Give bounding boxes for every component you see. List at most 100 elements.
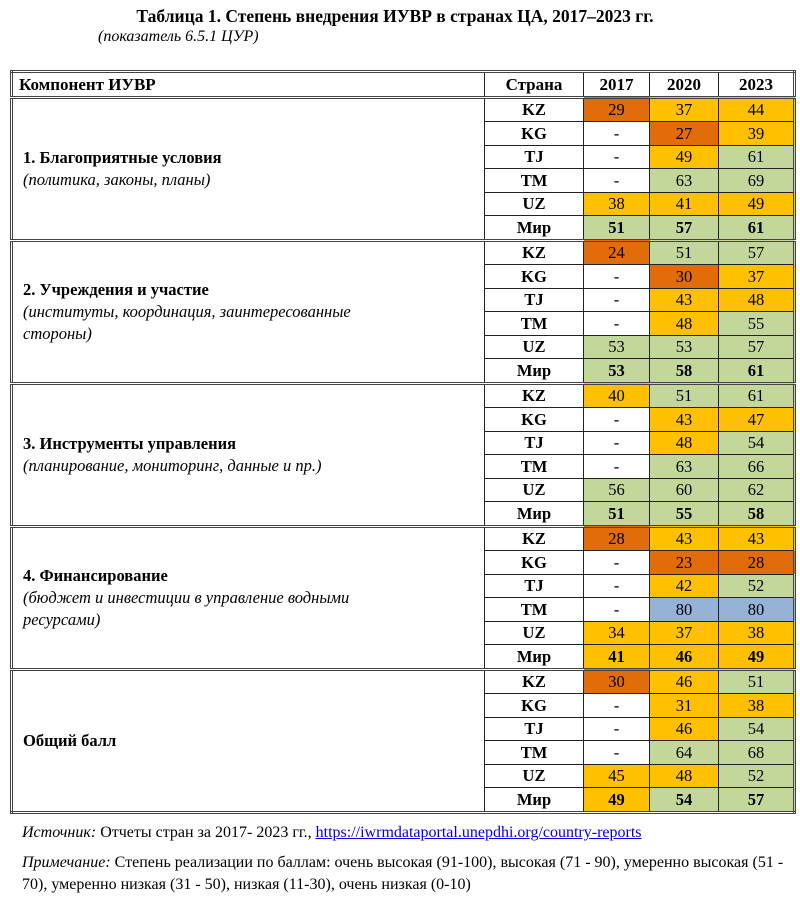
component-name: 4. Финансирование — [23, 565, 168, 585]
table-row: TJ -46 54 — [12, 716, 795, 741]
table-row: 1. Благоприятные условия (политика, закон… — [11, 95, 795, 241]
score-cell-2017: 24 — [583, 238, 650, 265]
note: Примечание: Степень реализации по баллам… — [22, 852, 792, 896]
component-name: 2. Учреждения и участие — [23, 279, 209, 299]
country-cell: KZ — [484, 524, 584, 551]
score-cell-2020: 46 — [649, 644, 719, 670]
score-cell-2017: 29 — [583, 95, 650, 122]
table-row: TJ -42 52 — [12, 573, 795, 598]
country-cell: TM — [484, 597, 584, 622]
country-cell: TJ — [484, 144, 584, 169]
score-cell-2023: 54 — [718, 716, 795, 741]
component-cell: 4. Финансирование (бюджет и инвестиции в … — [11, 524, 485, 670]
country-cell: TM — [484, 740, 584, 765]
score-cell-2020: 55 — [649, 501, 719, 527]
score-cell-2017: - — [583, 716, 650, 741]
table-row: UZ 38 41 49 — [12, 191, 795, 216]
component-name: Общий балл — [23, 730, 117, 750]
score-cell-2020: 37 — [649, 95, 719, 122]
table-row: KG -30 37 — [12, 264, 795, 289]
country-cell: TM — [484, 311, 584, 336]
world-row: Мир 51 55 58 — [12, 501, 795, 527]
score-cell-2020: 30 — [649, 264, 719, 289]
score-cell-2017: - — [583, 168, 650, 193]
score-cell-2023: 61 — [718, 144, 795, 169]
source-link[interactable]: https://iwrmdataportal.unepdhi.org/count… — [315, 824, 642, 841]
country-cell: UZ — [484, 763, 584, 788]
score-cell-2023: 55 — [718, 311, 795, 336]
header-2020: 2020 — [649, 71, 719, 98]
table-title: Таблица 1. Степень внедрения ИУВР в стра… — [136, 6, 654, 26]
score-cell-2020: 27 — [649, 121, 719, 146]
score-cell-2020: 31 — [649, 693, 719, 718]
world-row: Мир 49 54 57 — [12, 787, 795, 813]
score-cell-2023: 57 — [718, 334, 795, 359]
score-cell-2017: - — [583, 287, 650, 312]
score-cell-2023: 37 — [718, 264, 795, 289]
table-row: TJ -43 48 — [12, 287, 795, 312]
country-cell: KZ — [484, 667, 584, 694]
score-cell-2017: 28 — [583, 524, 650, 551]
table-row: TM -63 66 — [12, 454, 795, 479]
score-cell-2017: - — [583, 550, 650, 575]
country-cell: TJ — [484, 430, 584, 455]
score-cell-2017: 38 — [583, 191, 650, 216]
world-row: Мир 41 46 49 — [12, 644, 795, 670]
header-2017: 2017 — [583, 71, 650, 98]
component-description: (бюджет и инвестиции в управление водным… — [23, 587, 350, 629]
source-text: Отчеты стран за 2017- 2023 гг., — [96, 824, 316, 841]
score-cell-2017: - — [583, 597, 650, 622]
score-cell-2020: 60 — [649, 477, 719, 502]
score-cell-2020: 53 — [649, 334, 719, 359]
score-cell-2023: 52 — [718, 763, 795, 788]
table-row: TM -80 80 — [12, 597, 795, 622]
score-cell-2017: - — [583, 430, 650, 455]
table-subtitle: (показатель 6.5.1 ЦУР) — [98, 28, 259, 45]
score-cell-2017: - — [583, 121, 650, 146]
country-cell: UZ — [484, 477, 584, 502]
score-cell-2020: 51 — [649, 238, 719, 265]
score-cell-2017: - — [583, 454, 650, 479]
score-cell-2020: 48 — [649, 430, 719, 455]
table-row: Общий балл KZ 30 46 51 — [11, 667, 795, 813]
country-cell: KG — [484, 121, 584, 146]
score-cell-2017: - — [583, 693, 650, 718]
table-row: 3. Инструменты управления (планирование, … — [11, 381, 795, 527]
table-row: TM -63 69 — [12, 168, 795, 193]
table-row: TJ -48 54 — [12, 430, 795, 455]
score-cell-2020: 54 — [649, 787, 719, 813]
score-cell-2017: 51 — [583, 501, 650, 527]
score-cell-2023: 49 — [718, 191, 795, 216]
score-cell-2023: 69 — [718, 168, 795, 193]
country-cell: KZ — [484, 95, 584, 122]
score-cell-2020: 43 — [649, 287, 719, 312]
score-cell-2017: - — [583, 573, 650, 598]
note-label: Примечание: — [22, 854, 111, 871]
country-cell: Мир — [484, 787, 584, 813]
score-cell-2020: 49 — [649, 144, 719, 169]
table-row: KG -43 47 — [12, 407, 795, 432]
score-cell-2017: 30 — [583, 667, 650, 694]
score-cell-2020: 64 — [649, 740, 719, 765]
country-cell: Мир — [484, 644, 584, 670]
country-cell: KG — [484, 407, 584, 432]
component-name: 3. Инструменты управления — [23, 433, 237, 453]
score-cell-2023: 57 — [718, 787, 795, 813]
component-name: 1. Благоприятные условия — [23, 147, 222, 167]
score-cell-2023: 61 — [718, 381, 795, 408]
score-cell-2020: 58 — [649, 358, 719, 384]
score-cell-2020: 46 — [649, 716, 719, 741]
score-cell-2017: 56 — [583, 477, 650, 502]
score-cell-2023: 48 — [718, 287, 795, 312]
header-2023: 2023 — [718, 71, 795, 98]
component-description: (институты, координация, заинтересованны… — [23, 301, 351, 343]
score-cell-2023: 38 — [718, 693, 795, 718]
iwrm-table: Компонент ИУВР Страна 2017 2020 2023 1. … — [10, 70, 796, 814]
score-cell-2023: 52 — [718, 573, 795, 598]
country-cell: TJ — [484, 716, 584, 741]
table-row: KG -31 38 — [12, 693, 795, 718]
score-cell-2023: 68 — [718, 740, 795, 765]
component-description: (политика, законы, планы) — [23, 169, 211, 189]
score-cell-2017: 45 — [583, 763, 650, 788]
header-component: Компонент ИУВР — [11, 71, 485, 98]
